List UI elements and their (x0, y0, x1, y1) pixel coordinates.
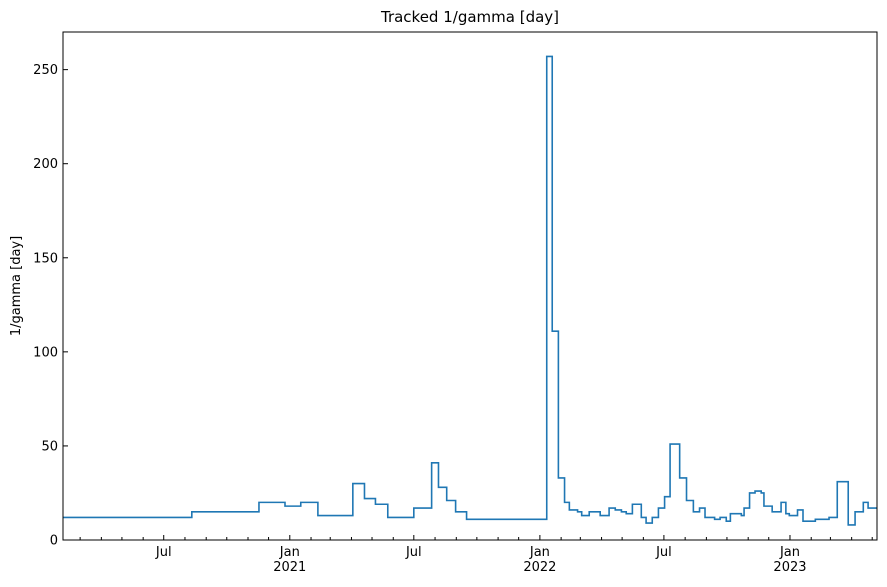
y-tick-label: 200 (33, 157, 58, 172)
y-tick-label: 250 (33, 63, 58, 78)
x-tick-label: Jul (655, 545, 672, 560)
x-tick-label: Jul (405, 545, 422, 560)
x-tick-label: Jul (155, 545, 172, 560)
x-tick-label: Jan 2022 (523, 545, 556, 575)
chart-title: Tracked 1/gamma [day] (380, 8, 559, 26)
x-tick-label: Jan 2023 (773, 545, 806, 575)
y-tick-label: 50 (41, 439, 58, 454)
y-tick-label: 0 (50, 534, 58, 549)
x-tick-label: Jan 2021 (273, 545, 306, 575)
data-line (63, 55, 877, 526)
y-tick-label: 150 (33, 251, 58, 266)
y-tick-label: 100 (33, 345, 58, 360)
y-axis-label: 1/gamma [day] (9, 236, 24, 336)
plot-frame (62, 31, 878, 541)
